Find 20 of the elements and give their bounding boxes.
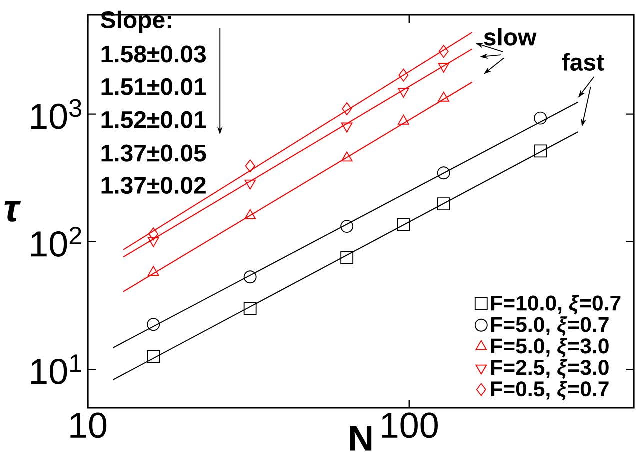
annotation: 1.51±0.01: [102, 78, 206, 96]
annotation: 1.52±0.01: [102, 111, 206, 128]
legend-label: F=5.0, ξ=3.0: [491, 338, 609, 358]
annotation: 1.37±0.05: [102, 144, 206, 162]
legend-label: F=0.5, ξ=0.7: [491, 381, 609, 401]
y-axis-title: τ: [4, 201, 22, 222]
annotation: 1.37±0.02: [102, 177, 206, 194]
legend-label: F=5.0, ξ=0.7: [491, 316, 609, 336]
x-tick-label: 10: [70, 412, 107, 438]
y-tick-label: 10$^{3}$: [31, 99, 82, 130]
annotation: 1.58±0.03: [102, 46, 206, 63]
legend-label: F=10.0, ξ=0.7: [491, 295, 621, 315]
annotation: fast: [562, 53, 604, 71]
x-tick-label: 100: [382, 412, 438, 438]
annotation: Slope:: [100, 10, 172, 34]
x-axis-title: N: [350, 426, 372, 451]
y-tick-label: 10$^{1}$: [31, 354, 82, 384]
legend-label: F=2.5, ξ=3.0: [491, 360, 609, 380]
y-tick-label: 10$^{2}$: [31, 226, 82, 257]
annotation: slow: [484, 28, 537, 46]
